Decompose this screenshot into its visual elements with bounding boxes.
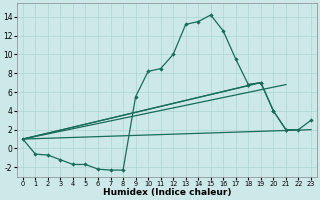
X-axis label: Humidex (Indice chaleur): Humidex (Indice chaleur): [103, 188, 231, 197]
